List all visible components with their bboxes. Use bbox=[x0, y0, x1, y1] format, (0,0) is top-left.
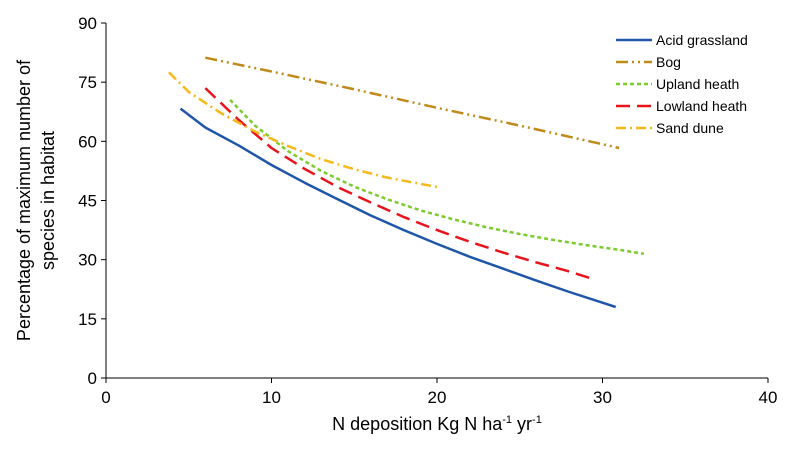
series-line-acid-grassland bbox=[179, 107, 617, 309]
series-line-lowland-heath bbox=[204, 87, 595, 281]
x-tick-label: 10 bbox=[262, 388, 281, 407]
y-tick-label: 90 bbox=[78, 14, 97, 33]
axes: 0 15 30 45 60 75 90 0 10 20 30 40 bbox=[78, 14, 777, 407]
legend-label: Upland heath bbox=[656, 76, 739, 92]
x-tick-label: 0 bbox=[101, 388, 110, 407]
y-tick-label: 75 bbox=[78, 73, 97, 92]
x-tick-label: 30 bbox=[593, 388, 612, 407]
y-tick-label: 45 bbox=[78, 192, 97, 211]
legend-label: Sand dune bbox=[656, 120, 724, 136]
legend: Acid grassland Bog Upland heath Lowland hea… bbox=[616, 32, 748, 136]
legend-label: Acid grassland bbox=[656, 32, 748, 48]
legend-label: Lowland heath bbox=[656, 98, 747, 114]
series-line-sand-dune bbox=[168, 71, 441, 189]
series-layer bbox=[168, 56, 645, 309]
y-tick-label: 0 bbox=[88, 369, 97, 388]
series-line-bog bbox=[205, 56, 620, 150]
x-tick-label: 20 bbox=[428, 388, 447, 407]
y-tick-label: 15 bbox=[78, 310, 97, 329]
y-tick-label: 30 bbox=[78, 251, 97, 270]
y-axis-title: Percentage of maximum number of species i… bbox=[14, 59, 58, 341]
y-tick-label: 60 bbox=[78, 132, 97, 151]
series-line-upland-heath bbox=[229, 99, 645, 256]
x-tick-label: 40 bbox=[759, 388, 778, 407]
x-axis-title: N deposition Kg N ha-1 yr-1 bbox=[332, 414, 542, 434]
legend-label: Bog bbox=[656, 54, 681, 70]
